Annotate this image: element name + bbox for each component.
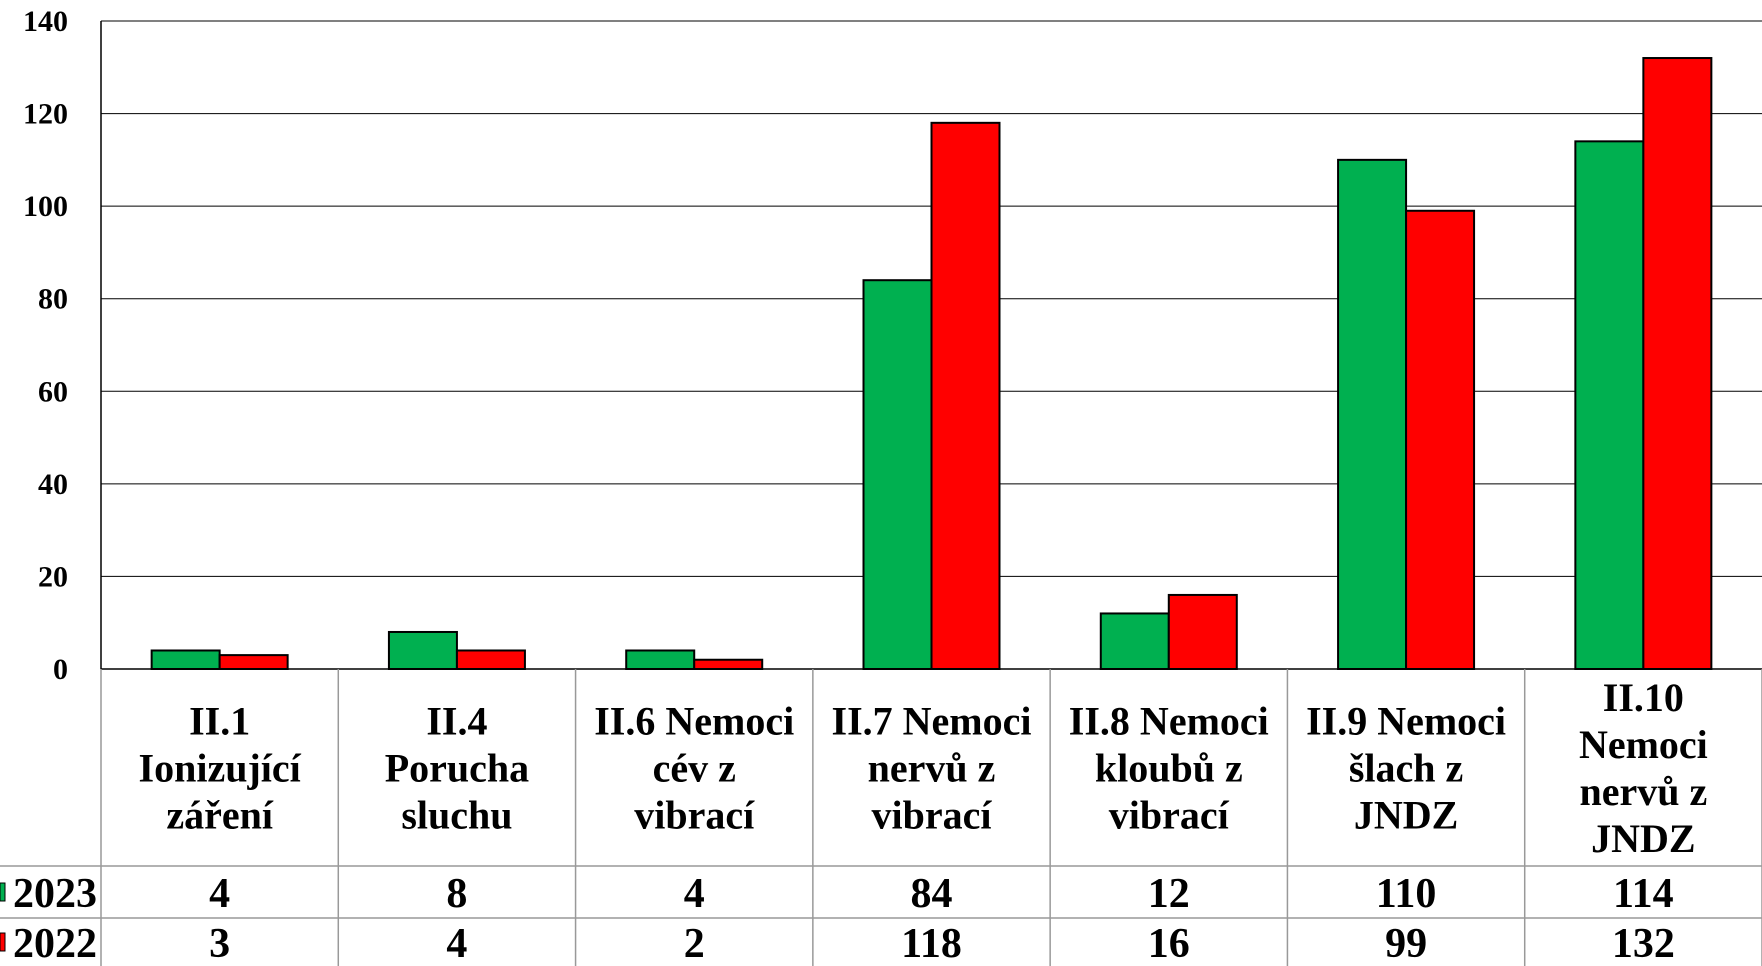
y-tick-label: 80: [38, 283, 68, 316]
table-cell-2023-2: 8: [446, 871, 467, 917]
category-label: vibrací: [1109, 793, 1230, 838]
legend-key-2022: [0, 932, 6, 952]
table-cell-2023-3: 4: [684, 871, 705, 917]
table-cell-2023-4: 84: [911, 871, 953, 917]
category-label: nervů z: [1579, 769, 1707, 814]
y-tick-label: 40: [38, 468, 68, 501]
series-label: 2023: [13, 871, 97, 917]
category-label: JNDZ: [1591, 816, 1695, 861]
category-label: cév z: [653, 746, 736, 791]
category-label: kloubů z: [1095, 746, 1243, 791]
category-label: II.4: [426, 699, 487, 744]
bar-2023-1: [150, 649, 221, 671]
category-label: nervů z: [868, 746, 996, 791]
bars: [150, 57, 1713, 671]
category-label: sluchu: [401, 793, 512, 838]
category-label: II.8 Nemoci: [1069, 699, 1269, 744]
bar-2023-4: [862, 279, 933, 670]
bar-2023-5: [1099, 612, 1170, 671]
category-label: Nemoci: [1579, 722, 1708, 767]
category-label: vibrací: [634, 793, 755, 838]
series-label: 2022: [13, 921, 97, 966]
bar-2022-3: [693, 658, 764, 671]
bar-2022-4: [930, 121, 1001, 671]
table-cell-2022-1: 3: [209, 921, 230, 966]
bar-2023-6: [1337, 158, 1408, 670]
table-cell-2023-1: 4: [209, 871, 230, 917]
category-label: Ionizující: [139, 746, 302, 791]
y-axis-ticks: 0 20 40 60 80 100 120 140: [23, 5, 68, 686]
bar-2022-6: [1405, 209, 1476, 670]
bar-2022-2: [455, 649, 526, 671]
y-tick-label: 0: [53, 653, 68, 686]
bar-2022-7: [1642, 57, 1713, 671]
category-label: záření: [166, 793, 274, 838]
table-cell-2022-2: 4: [446, 921, 467, 966]
table-cell-2022-4: 118: [901, 921, 962, 966]
table-cell-2022-7: 132: [1612, 921, 1675, 966]
table-cell-2023-6: 110: [1376, 871, 1437, 917]
legend-key-2023: [0, 882, 6, 902]
y-tick-label: 140: [23, 5, 68, 38]
category-label: II.6 Nemoci: [594, 699, 794, 744]
category-label: II.7 Nemoci: [832, 699, 1032, 744]
category-label: Porucha: [385, 746, 529, 791]
table-cell-2023-7: 114: [1613, 871, 1674, 917]
table-cell-2022-6: 99: [1385, 921, 1427, 966]
category-label: II.10: [1603, 675, 1684, 720]
bar-2023-3: [625, 649, 696, 671]
table-cell-2023-5: 12: [1148, 871, 1190, 917]
category-label: II.9 Nemoci: [1306, 699, 1506, 744]
y-tick-label: 120: [23, 98, 68, 131]
y-tick-label: 100: [23, 190, 68, 223]
y-tick-label: 60: [38, 375, 68, 408]
bar-2023-2: [387, 630, 458, 671]
category-label: šlach z: [1349, 746, 1463, 791]
bar-2022-1: [218, 654, 289, 670]
category-label: JNDZ: [1354, 793, 1458, 838]
category-label: II.1: [189, 699, 250, 744]
category-label: vibrací: [872, 793, 993, 838]
table-cell-2022-3: 2: [684, 921, 705, 966]
y-tick-label: 20: [38, 560, 68, 593]
bar-2023-7: [1574, 140, 1645, 671]
bar-2022-5: [1167, 593, 1238, 671]
table-cell-2022-5: 16: [1148, 921, 1190, 966]
